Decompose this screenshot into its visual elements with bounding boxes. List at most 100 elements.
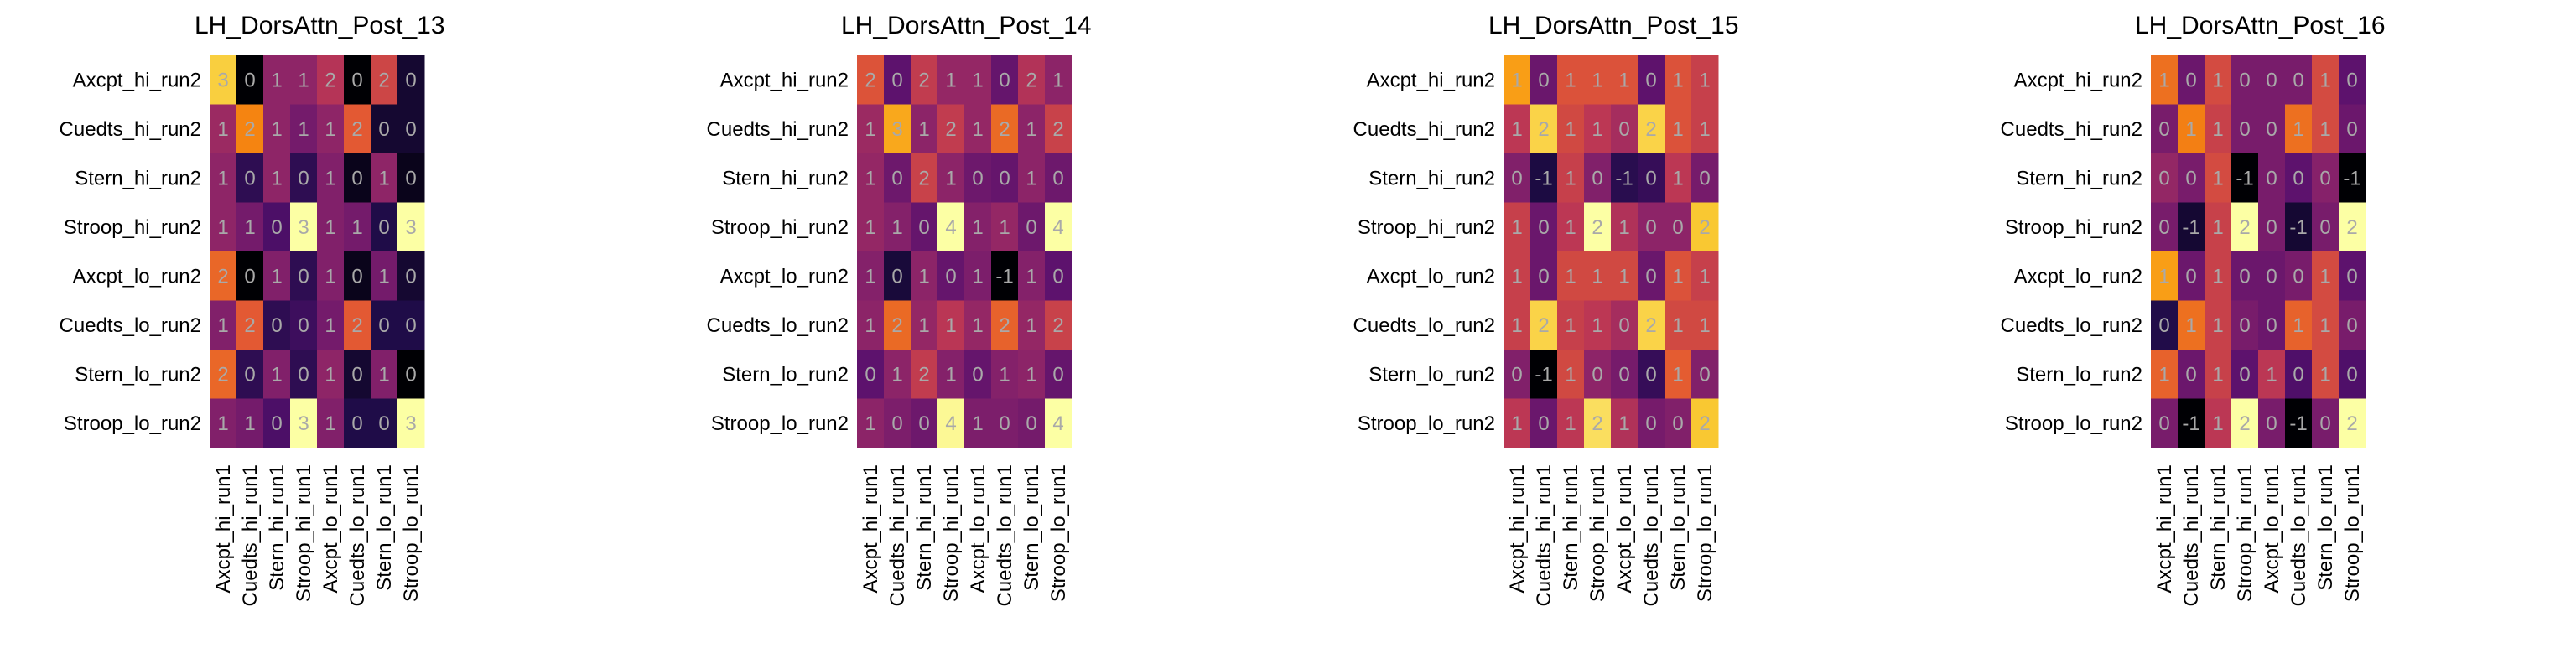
- heatmap-cell: [1504, 55, 1531, 105]
- heatmap-cell: [1018, 202, 1046, 252]
- heatmap-cell: [2151, 300, 2179, 350]
- cell-value-label: 0: [2266, 412, 2277, 435]
- cell-value-label: 2: [1592, 412, 1602, 435]
- heatmap-cell: [911, 398, 938, 448]
- cell-value-label: 1: [217, 412, 228, 435]
- cell-value-label: 2: [1645, 314, 1656, 337]
- heatmap-cell: [2205, 251, 2232, 301]
- heatmap-cell: [2151, 350, 2179, 399]
- row-tick-label: Stern_hi_run2: [2016, 167, 2142, 189]
- column-tick-label: Axcpt_lo_run1: [1613, 464, 1636, 593]
- column-tick-label: Stern_hi_run1: [1560, 464, 1582, 591]
- cell-value-label: 1: [972, 314, 983, 337]
- heatmap-cell: [991, 104, 1019, 154]
- cell-value-label: 0: [271, 314, 282, 337]
- cell-value-label: 0: [2293, 363, 2303, 386]
- cell-value-label: 0: [405, 118, 416, 141]
- cell-value-label: 1: [1026, 314, 1036, 337]
- heatmap-cell: [2178, 251, 2205, 301]
- cell-value-label: 1: [378, 265, 389, 288]
- cell-value-label: 1: [2293, 314, 2303, 337]
- cell-value-label: 2: [2239, 216, 2250, 239]
- cell-value-label: -1: [2182, 216, 2199, 239]
- heatmap-cell: [397, 153, 425, 203]
- heatmap-cell: [911, 350, 938, 399]
- heatmap-cell: [991, 251, 1019, 301]
- heatmap-cell: [2205, 153, 2232, 203]
- cell-value-label: 1: [325, 314, 335, 337]
- cell-value-label: 0: [891, 167, 902, 189]
- heatmap-cell: [2231, 398, 2259, 448]
- row-tick-label: Axcpt_lo_run2: [2014, 265, 2142, 288]
- cell-value-label: 1: [2212, 412, 2223, 435]
- heatmap-cell: [937, 398, 965, 448]
- heatmap-cell: [344, 55, 371, 105]
- cell-value-label: 1: [1565, 412, 1576, 435]
- cell-value-label: 0: [378, 216, 389, 239]
- cell-value-label: 0: [2346, 118, 2357, 141]
- heatmap-cell: [2205, 104, 2232, 154]
- cell-value-label: 0: [2346, 314, 2357, 337]
- cell-value-label: 2: [945, 118, 956, 141]
- cell-value-label: 1: [972, 69, 983, 91]
- heatmap-cell: [1018, 350, 1046, 399]
- cell-value-label: 0: [1645, 412, 1656, 435]
- cell-value-label: 1: [972, 412, 983, 435]
- cell-value-label: 1: [945, 69, 956, 91]
- cell-value-label: 1: [1699, 69, 1710, 91]
- cell-value-label: -1: [2182, 412, 2199, 435]
- heatmap-cell: [1504, 398, 1531, 448]
- row-tick-label: Cuedts_lo_run2: [1353, 314, 1495, 337]
- column-tick-label: Axcpt_hi_run1: [860, 464, 882, 593]
- heatmap-cell: [344, 300, 371, 350]
- cell-value-label: 0: [2185, 265, 2196, 288]
- heatmap-cell: [397, 202, 425, 252]
- cell-value-label: 1: [378, 363, 389, 386]
- row-tick-label: Stern_hi_run2: [722, 167, 849, 189]
- cell-value-label: 1: [891, 216, 902, 239]
- heatmap-cell: [2339, 153, 2366, 203]
- cell-value-label: 0: [2239, 265, 2250, 288]
- heatmap-cell: [2151, 55, 2179, 105]
- heatmap-cell: [344, 153, 371, 203]
- row-tick-label: Axcpt_lo_run2: [720, 265, 849, 288]
- heatmap-cell: [1045, 104, 1072, 154]
- cell-value-label: 4: [945, 216, 956, 239]
- column-tick-label: Stroop_hi_run1: [293, 464, 315, 602]
- heatmap-cell: [2258, 251, 2286, 301]
- cell-value-label: 1: [2185, 118, 2196, 141]
- cell-value-label: 0: [2239, 363, 2250, 386]
- cell-value-label: 1: [1511, 118, 1522, 141]
- heatmap-cell: [1691, 350, 1719, 399]
- column-tick-label: Cuedts_hi_run1: [886, 464, 909, 606]
- cell-value-label: 3: [891, 118, 902, 141]
- heatmap-cell: [1557, 251, 1585, 301]
- heatmap-cell: [2339, 300, 2366, 350]
- row-tick-label: Axcpt_hi_run2: [2014, 69, 2142, 91]
- cell-value-label: 1: [918, 314, 929, 337]
- cell-value-label: 0: [378, 314, 389, 337]
- heatmap-cell: [1665, 104, 1692, 154]
- heatmap-cell: [2258, 300, 2286, 350]
- heatmap-cell: [1504, 251, 1531, 301]
- row-tick-label: Cuedts_hi_run2: [2001, 118, 2142, 141]
- heatmap-cell: [2285, 55, 2313, 105]
- heatmap-cell: [964, 153, 992, 203]
- cell-value-label: 0: [2239, 118, 2250, 141]
- cell-value-label: 1: [2266, 363, 2277, 386]
- cell-value-label: 2: [1592, 216, 1602, 239]
- cell-value-label: 1: [1052, 69, 1063, 91]
- heatmap-cell: [937, 251, 965, 301]
- cell-value-label: 2: [865, 69, 875, 91]
- cell-value-label: 0: [972, 167, 983, 189]
- heatmap-cell: [1584, 251, 1612, 301]
- heatmap-cell: [1611, 202, 1639, 252]
- cell-value-label: -1: [1615, 167, 1633, 189]
- heatmap-cell: [210, 251, 237, 301]
- cell-value-label: 2: [244, 118, 255, 141]
- heatmap-cell: [1530, 202, 1558, 252]
- column-tick-label: Stroop_lo_run1: [400, 464, 423, 602]
- cell-value-label: 1: [1511, 265, 1522, 288]
- panel-title: LH_DorsAttn_Post_15: [1488, 12, 1739, 39]
